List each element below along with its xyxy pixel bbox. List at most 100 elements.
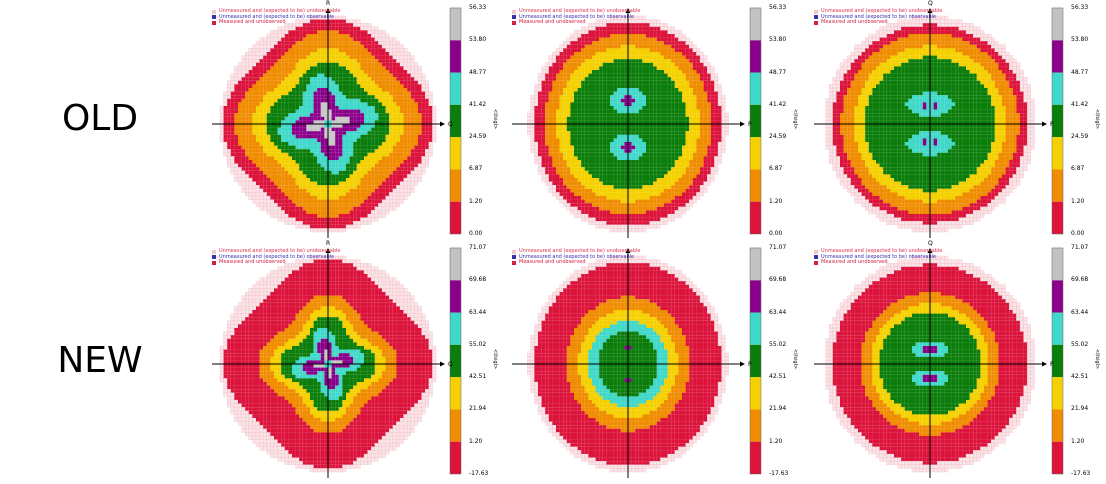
heatmap-cell — [617, 48, 621, 52]
heatmap-cell — [364, 113, 368, 117]
heatmap-cell — [552, 156, 556, 160]
heatmap-cell — [288, 73, 292, 78]
heatmap-cell — [653, 41, 657, 45]
heatmap-cell — [635, 138, 639, 142]
heatmap-cell — [360, 26, 365, 31]
heatmap-cell — [534, 87, 539, 92]
heatmap-cell — [313, 131, 318, 135]
heatmap-cell — [270, 30, 275, 35]
heatmap-cell — [581, 213, 585, 218]
heatmap-cell — [656, 52, 661, 56]
heatmap-cell — [349, 221, 354, 225]
heatmap-cell — [653, 131, 657, 135]
heatmap-cell — [342, 23, 346, 27]
heatmap-cell — [421, 134, 426, 139]
heatmap-cell — [530, 116, 535, 121]
heatmap-cell — [324, 170, 328, 175]
heatmap-cell — [241, 149, 246, 153]
heatmap-cell — [385, 95, 390, 99]
heatmap-cell — [346, 127, 350, 132]
heatmap-cell — [649, 199, 654, 204]
heatmap-cell — [360, 124, 364, 128]
heatmap-cell — [617, 124, 621, 128]
heatmap-cell — [385, 77, 390, 81]
heatmap-cell — [617, 127, 621, 132]
heatmap-cell — [317, 116, 321, 121]
heatmap-cell — [653, 73, 657, 78]
heatmap-cell — [414, 62, 419, 67]
heatmap-cell — [656, 26, 661, 31]
heatmap-cell — [610, 120, 614, 124]
heatmap-cell — [392, 163, 397, 168]
heatmap-cell — [281, 167, 285, 171]
heatmap-cell — [342, 116, 346, 121]
heatmap-cell — [628, 109, 632, 114]
heatmap-cell — [538, 91, 542, 96]
heatmap-cell — [556, 120, 560, 124]
heatmap-cell — [573, 37, 578, 42]
heatmap-cell — [313, 62, 318, 67]
heatmap-cell — [238, 145, 242, 150]
heatmap-cell — [302, 26, 307, 31]
heatmap-cell — [563, 98, 567, 103]
heatmap-cell — [338, 167, 343, 171]
heatmap-cell — [306, 70, 310, 74]
heatmap-cell — [292, 62, 296, 67]
heatmap-cell — [331, 178, 336, 182]
heatmap-cell — [581, 120, 585, 124]
heatmap-cell — [613, 138, 618, 142]
heatmap-cell — [392, 131, 397, 135]
heatmap-cell — [328, 77, 332, 81]
heatmap-cell — [425, 149, 429, 153]
heatmap-cell — [353, 70, 357, 74]
heatmap-cell — [392, 59, 397, 63]
heatmap-cell — [227, 106, 231, 110]
heatmap-cell — [588, 138, 592, 142]
heatmap-cell — [599, 98, 603, 103]
heatmap-cell — [367, 192, 372, 196]
heatmap-cell — [577, 138, 582, 142]
heatmap-cell — [407, 142, 411, 146]
heatmap-cell — [577, 33, 582, 38]
heatmap-cell — [555, 51, 560, 56]
heatmap-cell — [378, 152, 382, 157]
heatmap-cell — [418, 120, 422, 124]
heatmap-cell — [371, 199, 375, 204]
heatmap-cell — [238, 124, 242, 128]
heatmap-cell — [674, 84, 679, 88]
heatmap-cell — [656, 214, 661, 218]
heatmap-cell — [602, 170, 607, 175]
heatmap-cell — [328, 98, 332, 103]
heatmap-cell — [313, 84, 318, 88]
heatmap-cell — [338, 80, 343, 85]
heatmap-cell — [674, 91, 679, 96]
heatmap-cell — [335, 80, 339, 85]
heatmap-cell — [230, 167, 235, 171]
heatmap-cell — [559, 109, 564, 114]
heatmap-cell — [302, 160, 307, 164]
heatmap-cell — [577, 206, 582, 211]
heatmap-cell — [277, 217, 282, 222]
heatmap-cell — [317, 149, 321, 153]
heatmap-cell — [310, 199, 314, 204]
heatmap-cell — [660, 145, 664, 150]
heatmap-cell — [367, 142, 372, 146]
heatmap-cell — [577, 52, 582, 56]
heatmap-cell — [599, 167, 603, 171]
heatmap-cell — [610, 210, 614, 214]
heatmap-cell — [602, 70, 607, 74]
heatmap-cell — [310, 34, 314, 38]
heatmap-cell — [563, 59, 567, 63]
heatmap-cell — [642, 149, 646, 153]
heatmap-cell — [310, 127, 314, 132]
heatmap-cell — [281, 142, 285, 146]
heatmap-cell — [374, 55, 379, 60]
heatmap-cell — [317, 23, 321, 27]
heatmap-cell — [360, 163, 364, 168]
heatmap-cell — [653, 185, 657, 189]
heatmap-cell — [671, 152, 675, 157]
heatmap-cell — [610, 109, 614, 114]
heatmap-cell — [613, 73, 618, 78]
heatmap-cell — [656, 124, 661, 128]
heatmap-cell — [349, 156, 354, 160]
